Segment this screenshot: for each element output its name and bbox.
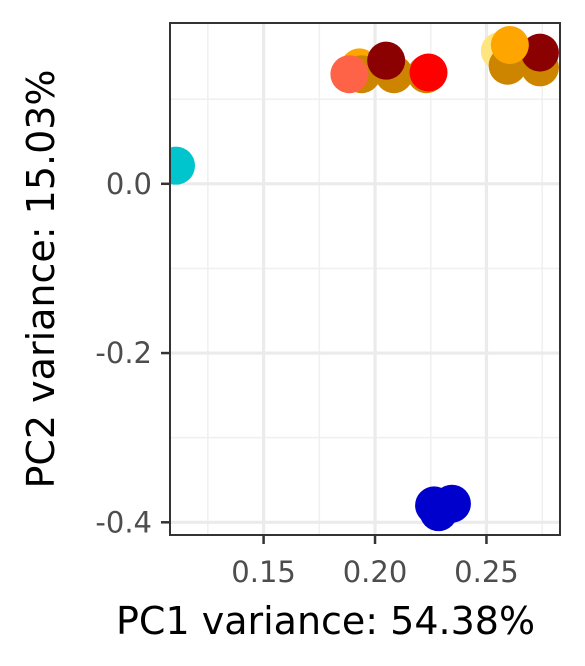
panel-background bbox=[170, 23, 560, 535]
plot-panel bbox=[169, 22, 561, 536]
y-tick-label: -0.4 bbox=[95, 505, 152, 539]
panel-border bbox=[169, 22, 561, 536]
x-tick-label: 0.25 bbox=[454, 555, 519, 589]
x-tick-label: 0.20 bbox=[343, 555, 408, 589]
y-axis-title: PC2 variance: 15.03% bbox=[19, 69, 63, 488]
data-point bbox=[520, 33, 559, 72]
y-axis: 0.0 -0.2 -0.4 bbox=[95, 167, 170, 539]
x-tick-label: 0.15 bbox=[231, 555, 296, 589]
minor-gridlines bbox=[170, 23, 560, 535]
y-tick-label: 0.0 bbox=[106, 167, 152, 201]
data-points bbox=[170, 26, 559, 532]
data-point bbox=[170, 146, 196, 185]
data-point bbox=[409, 53, 448, 92]
data-point bbox=[419, 493, 458, 532]
x-axis: 0.15 0.20 0.25 bbox=[231, 535, 519, 589]
data-point bbox=[330, 55, 369, 94]
x-axis-title: PC1 variance: 54.38% bbox=[116, 599, 535, 643]
data-point bbox=[490, 26, 529, 65]
y-tick-label: -0.2 bbox=[95, 336, 152, 370]
data-point bbox=[367, 41, 406, 80]
major-gridlines bbox=[170, 23, 560, 535]
